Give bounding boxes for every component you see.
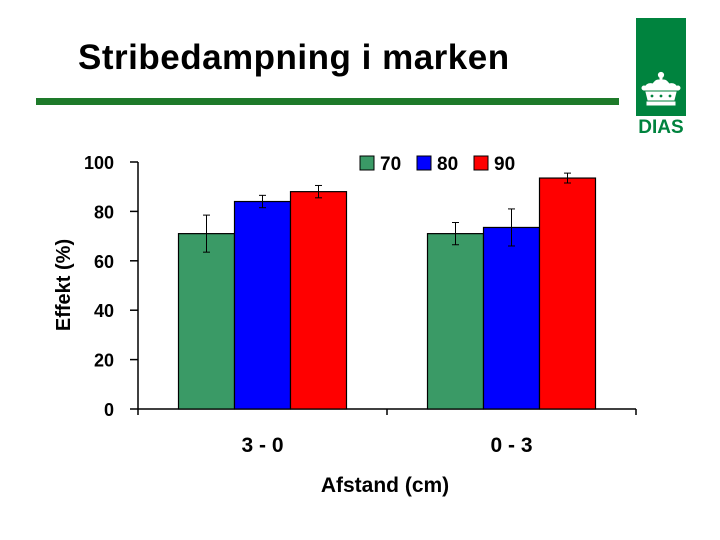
bar-70-2 bbox=[426, 233, 485, 410]
logo-text: DIAS bbox=[638, 117, 684, 138]
slide-title: Stribedampning i marken bbox=[78, 38, 510, 77]
legend-swatch-90 bbox=[473, 155, 489, 171]
y-tick-label: 60 bbox=[94, 252, 114, 272]
title-underline bbox=[36, 98, 619, 105]
legend-label-80: 80 bbox=[437, 154, 458, 175]
bar-90-2 bbox=[538, 177, 597, 410]
y-axis-label: Effekt (%) bbox=[53, 239, 75, 331]
bar-70-1 bbox=[177, 233, 236, 410]
legend: 70 80 90 bbox=[359, 154, 515, 175]
y-tick-label: 40 bbox=[94, 301, 114, 321]
crown-icon bbox=[641, 71, 681, 106]
legend-label-70: 70 bbox=[380, 154, 401, 175]
bar-90-1 bbox=[289, 191, 348, 410]
bar-80-2 bbox=[482, 226, 541, 410]
x-tick-label: 3 - 0 bbox=[241, 434, 283, 457]
legend-swatch-70 bbox=[359, 155, 375, 171]
y-tick-label: 100 bbox=[84, 153, 114, 173]
error-bars bbox=[203, 172, 571, 253]
y-tick-label: 0 bbox=[104, 400, 114, 420]
x-tick-label: 0 - 3 bbox=[490, 434, 532, 457]
y-tick-label: 80 bbox=[94, 202, 114, 222]
bar-80-1 bbox=[233, 200, 292, 410]
y-axis-ticks: 0 20 40 60 80 100 bbox=[84, 153, 138, 420]
bar-series bbox=[177, 177, 597, 410]
crown-logo bbox=[636, 18, 686, 116]
legend-swatch-80 bbox=[416, 155, 432, 171]
x-axis-label: Afstand (cm) bbox=[321, 474, 449, 497]
legend-label-90: 90 bbox=[494, 154, 515, 175]
x-axis-ticks: 3 - 0 0 - 3 bbox=[137, 409, 637, 457]
y-tick-label: 20 bbox=[94, 351, 114, 371]
